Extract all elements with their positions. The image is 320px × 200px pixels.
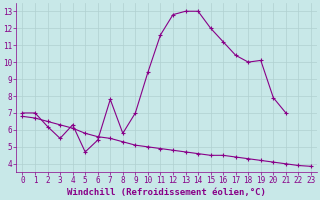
X-axis label: Windchill (Refroidissement éolien,°C): Windchill (Refroidissement éolien,°C) xyxy=(67,188,266,197)
